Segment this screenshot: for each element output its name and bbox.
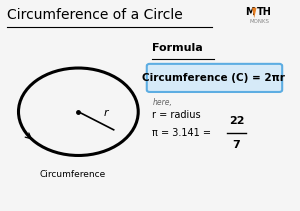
Text: Formula: Formula: [152, 43, 203, 53]
Text: 22: 22: [229, 116, 244, 126]
Text: r = radius: r = radius: [152, 110, 201, 120]
FancyBboxPatch shape: [147, 64, 282, 92]
Polygon shape: [252, 8, 256, 18]
Text: TH: TH: [257, 7, 272, 17]
Text: Circumference (C) = 2πr: Circumference (C) = 2πr: [142, 73, 285, 83]
Text: here,: here,: [152, 98, 172, 107]
Text: MONKS: MONKS: [249, 19, 269, 24]
Text: π = 3.141 =: π = 3.141 =: [152, 128, 214, 138]
Text: M: M: [245, 7, 255, 17]
Text: Circumference: Circumference: [40, 170, 106, 179]
Text: r: r: [103, 108, 108, 118]
Text: 7: 7: [233, 140, 240, 150]
Text: Circumference of a Circle: Circumference of a Circle: [7, 8, 183, 22]
